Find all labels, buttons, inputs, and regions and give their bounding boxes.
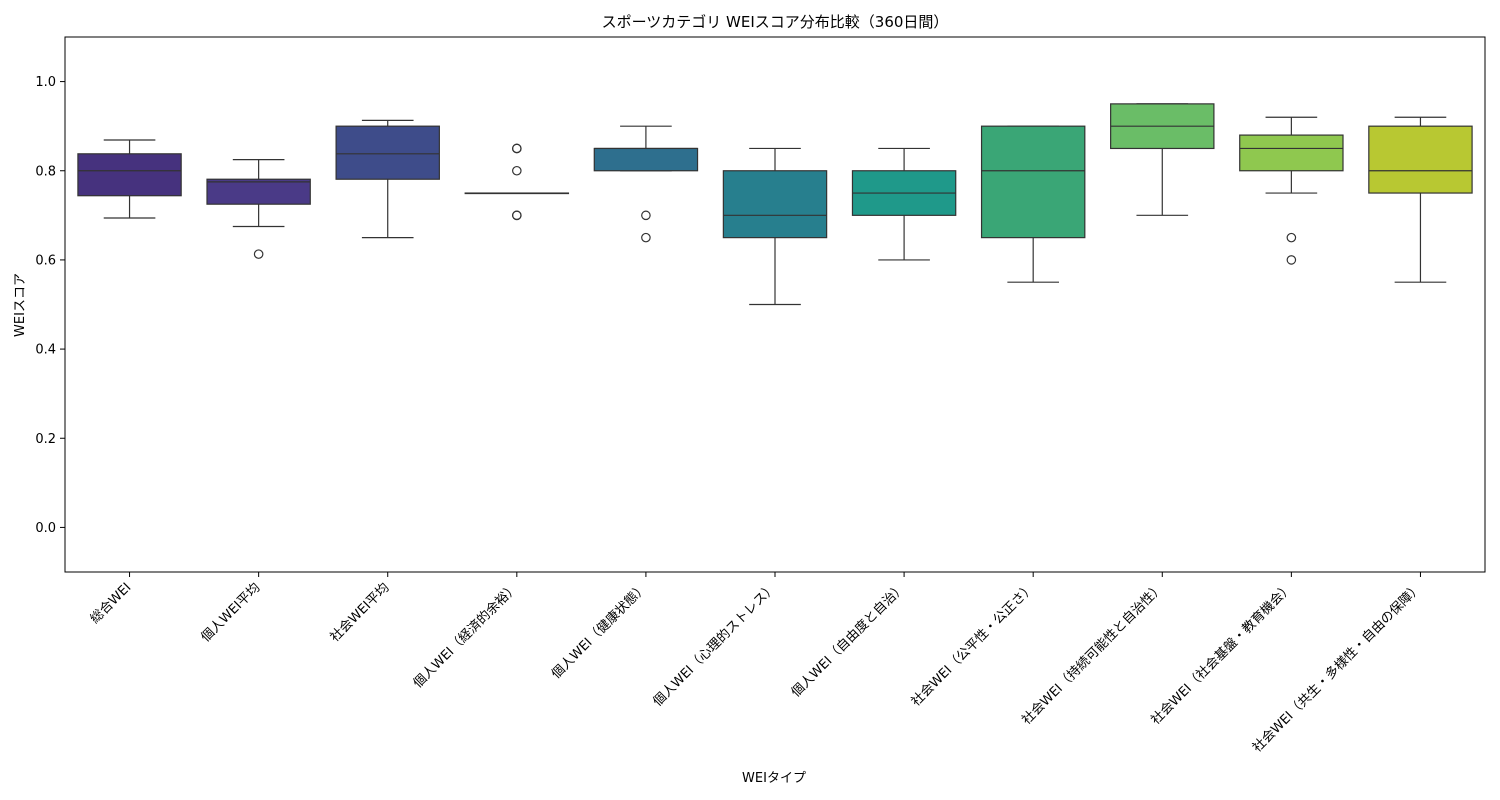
box-iqr [593, 147, 699, 172]
outlier-point [512, 143, 522, 154]
x-axis-label: WEIタイプ [742, 771, 806, 786]
y-tick-label: 0.6 [35, 253, 56, 268]
outlier-point [1286, 255, 1297, 265]
box-group [77, 139, 182, 219]
box-group [980, 125, 1086, 283]
outlier-point [253, 249, 264, 259]
box-iqr [206, 178, 311, 205]
box-group [464, 143, 570, 221]
y-tick-label: 0.2 [35, 432, 56, 447]
outlier-point [1286, 232, 1297, 243]
y-tick-label: 0.4 [35, 343, 56, 358]
box-group [1368, 116, 1473, 283]
outlier-point [641, 232, 651, 243]
outlier-point [641, 210, 651, 221]
box-iqr [77, 153, 182, 197]
outlier-point [512, 165, 522, 176]
y-tick-label: 0.0 [35, 521, 56, 536]
box-iqr [1368, 125, 1473, 194]
plot-area [77, 103, 1473, 306]
y-tick-label: 0.8 [35, 164, 56, 179]
box-group [1110, 103, 1215, 216]
box-group [722, 147, 828, 306]
box-iqr [722, 170, 828, 239]
y-tick-label: 1.0 [35, 75, 56, 90]
outlier-point [512, 210, 522, 221]
box-group [1239, 116, 1344, 265]
box-group [206, 159, 311, 259]
box-iqr [1239, 134, 1344, 172]
box-group [593, 125, 699, 243]
box-group [335, 119, 440, 239]
chart-title: スポーツカテゴリ WEIスコア分布比較（360日間） [602, 13, 949, 31]
box-iqr [980, 125, 1086, 239]
box-group [851, 147, 957, 261]
box-iqr [335, 125, 440, 180]
y-axis-label: WEIスコア [13, 273, 28, 337]
